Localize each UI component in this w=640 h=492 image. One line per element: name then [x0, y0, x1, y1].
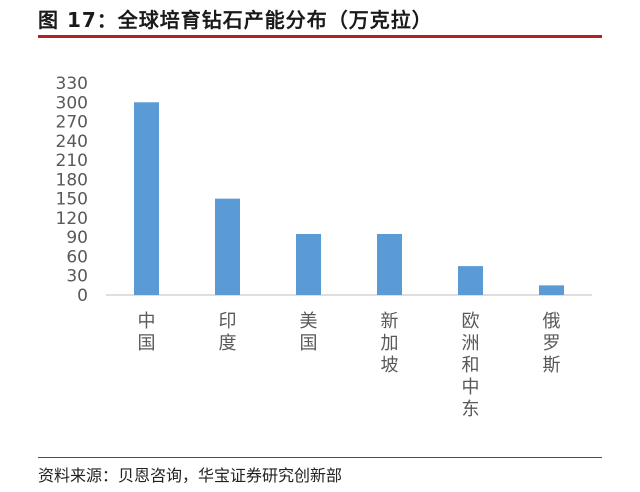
category-label-2: 美国 [300, 311, 318, 354]
y-tick-label-4: 120 [56, 209, 88, 229]
category-label-3: 新加坡 [381, 311, 399, 376]
y-tick-label-10: 300 [56, 93, 88, 113]
bar-0 [134, 102, 159, 295]
y-tick-label-8: 240 [56, 132, 88, 152]
category-label-1: 印度 [219, 311, 237, 354]
y-tick-label-0: 0 [77, 286, 88, 306]
y-tick-label-9: 270 [56, 113, 88, 133]
bar-3 [377, 233, 402, 295]
category-label-0: 中国 [138, 311, 156, 354]
title-rule [38, 35, 602, 38]
y-tick-label-3: 90 [66, 228, 88, 248]
figure-title: 图 17：全球培育钻石产能分布（万克拉） [38, 8, 433, 32]
bar-4 [458, 266, 483, 295]
category-label-4: 欧洲和中东 [462, 311, 480, 420]
y-tick-label-6: 180 [56, 170, 88, 190]
y-tick-label-1: 30 [66, 267, 88, 287]
category-label-5: 俄罗斯 [543, 311, 561, 376]
y-tick-label-11: 330 [56, 74, 88, 94]
footer-rule [38, 457, 602, 458]
y-tick-label-2: 60 [66, 247, 88, 267]
bar-5 [539, 285, 564, 295]
bar-1 [215, 198, 240, 295]
y-tick-label-7: 210 [56, 151, 88, 171]
bar-2 [296, 233, 321, 295]
source-note: 资料来源：贝恩咨询，华宝证券研究创新部 [38, 466, 343, 485]
y-tick-label-5: 150 [56, 190, 88, 210]
